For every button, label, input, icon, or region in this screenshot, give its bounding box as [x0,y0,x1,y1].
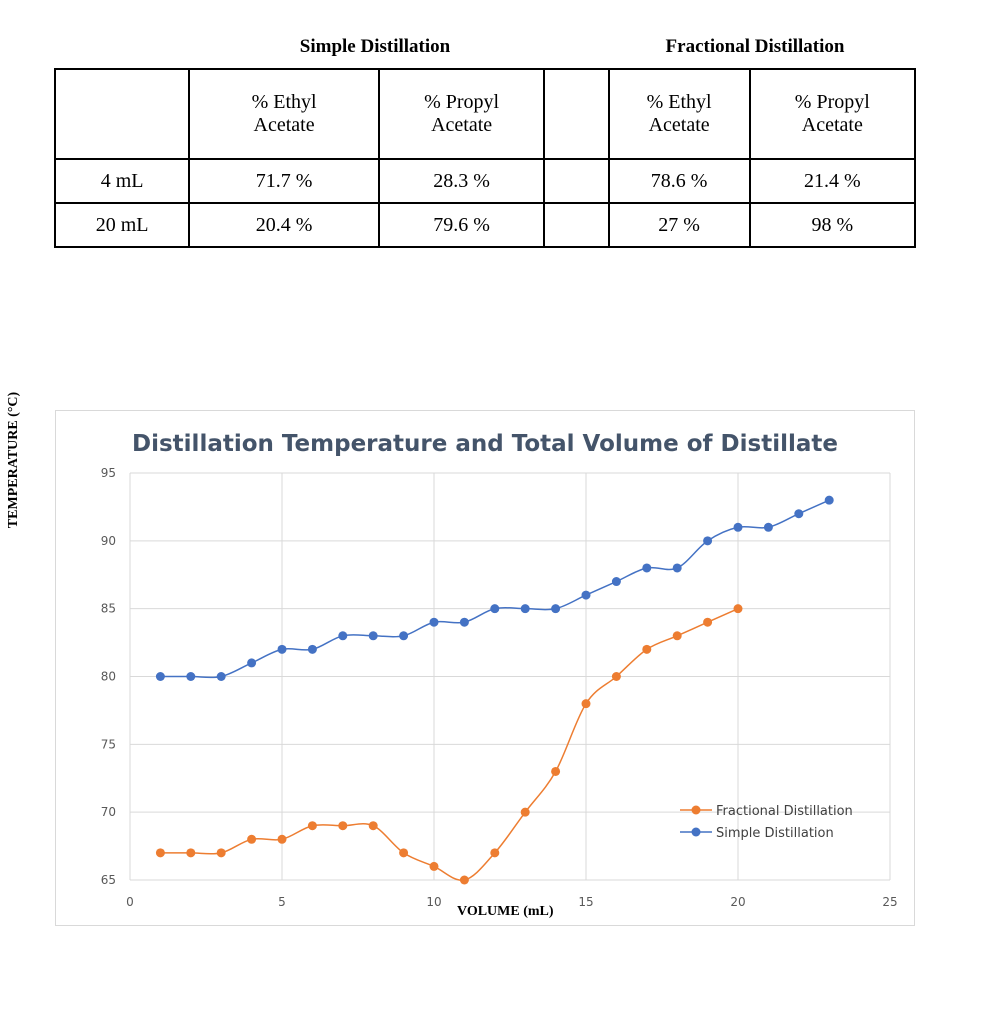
header-label: % Propyl Acetate [794,91,870,136]
table-cell: 98 % [748,202,917,248]
simple-distillation-point [794,509,804,519]
table-cell: 79.6 % [377,202,546,248]
simple-distillation-point [247,658,257,668]
y-tick-label: 65 [101,873,116,887]
fractional-distillation-point [459,875,469,885]
simple-distillation-point [338,631,348,641]
simple-distillation-header: Simple Distillation [299,36,451,57]
table-cell [543,202,610,248]
simple-distillation-point [551,604,561,614]
header-label: % Ethyl Acetate [646,91,712,136]
header-cell: % Ethyl Acetate [607,68,751,160]
y-tick-label: 90 [101,534,116,548]
table-cell: 20.4 % [188,202,380,248]
table-cell: 27 % [607,202,751,248]
simple-distillation-point [703,536,713,546]
table-header-row: % Ethyl Acetate % Propyl Acetate % Ethyl… [53,68,917,160]
simple-distillation-line [160,499,830,679]
header-label: % Propyl Acetate [424,91,500,136]
table-cell: 71.7 % [188,158,380,204]
simple-distillation-point [581,590,591,600]
x-tick-label: 10 [426,895,441,909]
y-tick-label: 70 [101,805,116,819]
fractional-distillation-header: Fractional Distillation [665,36,845,57]
x-tick-label: 5 [278,895,286,909]
fractional-distillation-point [703,617,713,627]
y-tick-label: 75 [101,737,116,751]
simple-distillation-point [459,617,469,627]
legend-swatch-marker [691,805,701,815]
fractional-distillation-point [277,834,287,844]
header-label: % Ethyl Acetate [251,91,317,136]
table-row: 4 mL 71.7 % 28.3 % 78.6 % 21.4 % [53,158,917,204]
legend-swatch-marker [691,827,701,837]
fractional-distillation-point [399,848,409,858]
simple-distillation-point [155,672,165,681]
fractional-distillation-point [247,834,257,844]
y-tick-label: 85 [101,602,116,616]
simple-distillation-point [824,495,834,505]
table-cell [543,158,610,204]
y-axis-label: TEMPERATURE (°C) [6,391,21,529]
fractional-distillation-point [611,672,621,681]
simple-distillation-point [733,522,743,532]
fractional-distillation-point [642,644,652,654]
simple-distillation-point [399,631,409,641]
fractional-distillation-point [307,821,317,831]
simple-distillation-point [368,631,378,641]
fractional-distillation-point [429,861,439,871]
header-cell: % Propyl Acetate [377,68,546,160]
legend-label: Simple Distillation [716,826,834,841]
simple-distillation-point [763,522,773,532]
simple-distillation-point [216,672,226,681]
fractional-distillation-point [338,821,348,831]
header-cell [53,68,191,160]
table-cell: 28.3 % [377,158,546,204]
chart-frame: Distillation Temperature and Total Volum… [55,410,915,926]
simple-distillation-point [672,563,682,573]
x-tick-label: 15 [578,895,593,909]
chart-title: Distillation Temperature and Total Volum… [132,431,838,457]
fractional-distillation-point [368,821,378,831]
fractional-distillation-point [520,807,530,817]
simple-distillation-point [307,644,317,654]
simple-distillation-point [490,604,500,614]
fractional-distillation-point [186,848,196,858]
y-tick-label: 95 [101,466,116,480]
simple-distillation-point [186,672,196,681]
legend-label: Fractional Distillation [716,804,853,819]
x-axis-label: VOLUME (mL) [457,904,554,919]
x-tick-label: 25 [882,895,897,909]
table-cell: 78.6 % [607,158,751,204]
fractional-distillation-point [490,848,500,858]
header-cell: % Propyl Acetate [748,68,917,160]
table-row: 20 mL 20.4 % 79.6 % 27 % 98 % [53,202,917,248]
x-tick-label: 20 [730,895,745,909]
simple-distillation-point [611,577,621,587]
simple-distillation-point [642,563,652,573]
y-tick-label: 80 [101,670,116,684]
fractional-distillation-point [672,631,682,641]
simple-distillation-point [277,644,287,654]
header-cell: % Ethyl Acetate [188,68,380,160]
fractional-distillation-point [733,604,743,614]
fractional-distillation-point [216,848,226,858]
row-label: 20 mL [53,202,191,248]
composition-table: % Ethyl Acetate % Propyl Acetate % Ethyl… [53,68,917,248]
simple-distillation-point [520,604,530,614]
x-tick-label: 0 [126,895,134,909]
fractional-distillation-point [581,699,591,709]
simple-distillation-point [429,617,439,627]
table-cell: 21.4 % [748,158,917,204]
fractional-distillation-point [551,766,561,776]
row-label: 4 mL [53,158,191,204]
header-cell [543,68,610,160]
fractional-distillation-point [155,848,165,858]
